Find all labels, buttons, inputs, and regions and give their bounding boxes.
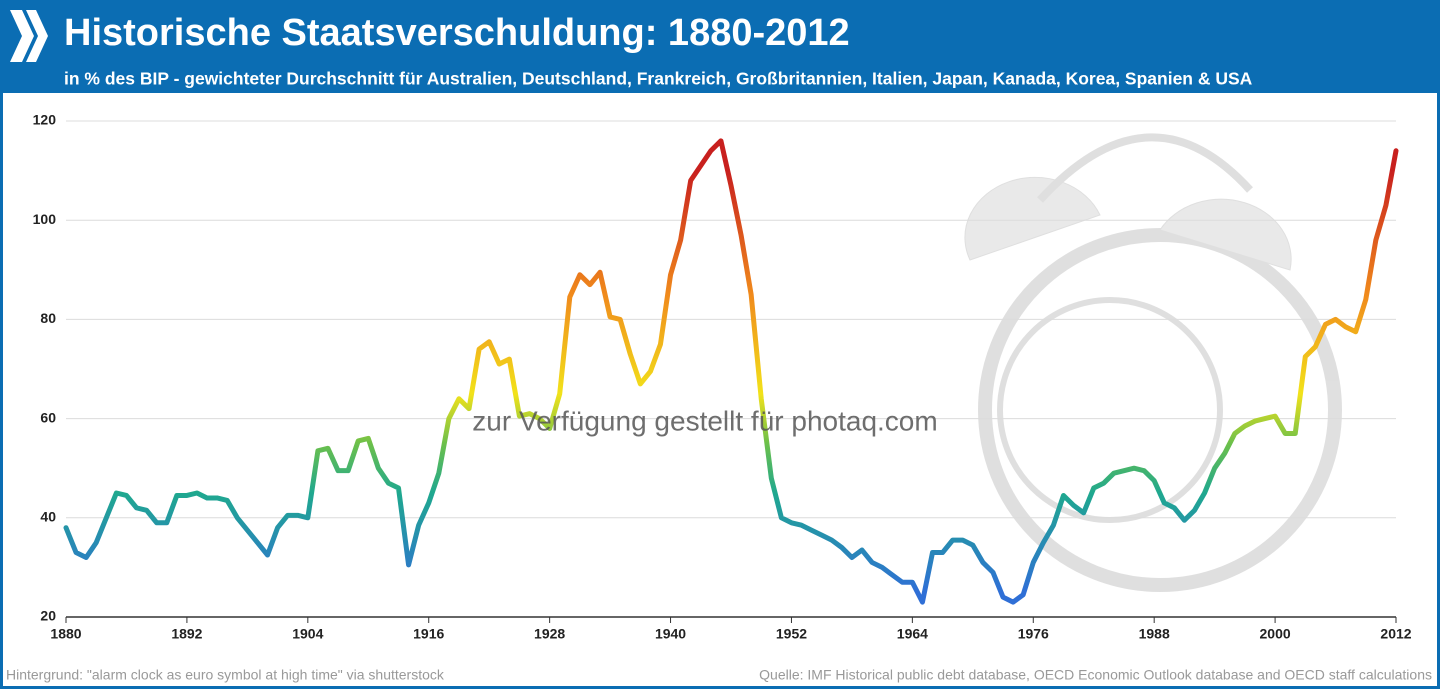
clock-illustration <box>964 133 1342 592</box>
x-tick-label: 1880 <box>50 626 81 642</box>
y-tick-label: 80 <box>40 310 56 326</box>
x-tick-label: 1928 <box>534 626 565 642</box>
x-tick-label: 1976 <box>1018 626 1049 642</box>
x-tick-label: 1892 <box>171 626 202 642</box>
y-tick-label: 40 <box>40 509 56 525</box>
x-tick-label: 2000 <box>1260 626 1291 642</box>
x-tick-label: 1916 <box>413 626 444 642</box>
x-tick-label: 1940 <box>655 626 686 642</box>
header <box>0 0 1440 93</box>
x-tick-label: 1964 <box>897 626 928 642</box>
y-tick-label: 120 <box>33 112 57 128</box>
debt-line <box>63 138 1399 605</box>
x-tick-label: 2012 <box>1380 626 1411 642</box>
subtitle: in % des BIP - gewichteter Durchschnitt … <box>64 69 1253 89</box>
y-tick-label: 20 <box>40 608 56 624</box>
x-tick-label: 1988 <box>1139 626 1170 642</box>
y-tick-label: 60 <box>40 409 56 425</box>
source: Quelle: IMF Historical public debt datab… <box>759 667 1432 683</box>
y-tick-label: 100 <box>33 211 57 227</box>
x-tick-label: 1952 <box>776 626 807 642</box>
x-tick-label: 1904 <box>292 626 323 642</box>
chart-title: Historische Staatsverschuldung: 1880-201… <box>64 12 850 54</box>
watermark: zur Verfügung gestellt für photaq.com <box>472 405 937 436</box>
logo <box>10 10 48 62</box>
credit: Hintergrund: "alarm clock as euro symbol… <box>6 667 445 683</box>
